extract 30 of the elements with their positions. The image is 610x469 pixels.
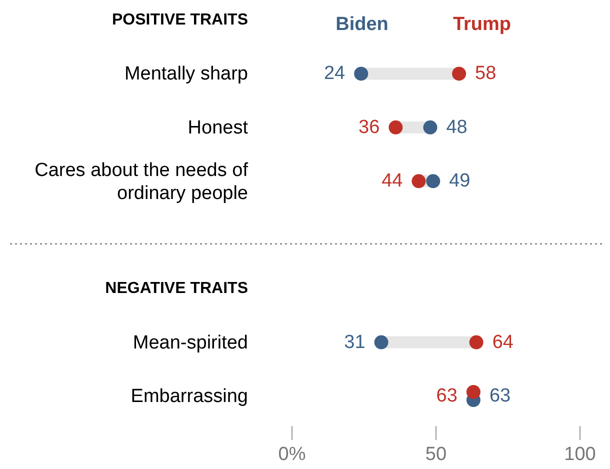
data-label: 24: [324, 63, 346, 84]
point: [354, 66, 368, 81]
y-tick-label: Mean-spirited: [132, 332, 248, 353]
data-label: 64: [492, 332, 514, 353]
y-tick-label: Cares about the needs of ordinary people: [34, 160, 249, 204]
x-tick-label: 100: [564, 444, 596, 465]
text: POSITIVE TRAITS: [112, 12, 248, 28]
point: [388, 120, 403, 134]
text: NEGATIVE TRAITS: [105, 280, 248, 298]
data-label: 48: [446, 116, 468, 138]
data-label: 58: [475, 63, 496, 84]
data-label: 31: [344, 332, 366, 353]
data-label: 36: [358, 116, 380, 138]
y-tick-label: Honest: [188, 116, 249, 138]
point: [423, 120, 438, 134]
text: Biden: [336, 14, 388, 35]
data-label: 63: [489, 386, 511, 406]
point: [374, 335, 388, 350]
point: [452, 66, 466, 81]
point: [426, 174, 440, 188]
data-label: 44: [382, 170, 404, 192]
y-tick-label: Embarrassing: [130, 386, 248, 406]
x-tick-label: 0%: [278, 444, 306, 465]
x-tick-label: 50: [425, 444, 447, 465]
point: [469, 335, 484, 350]
data-label: 49: [449, 170, 470, 192]
y-tick-label: Mentally sharp: [124, 63, 248, 84]
data-label: 63: [436, 386, 458, 406]
series-label: Trump: [452, 14, 512, 35]
point: [412, 174, 426, 188]
